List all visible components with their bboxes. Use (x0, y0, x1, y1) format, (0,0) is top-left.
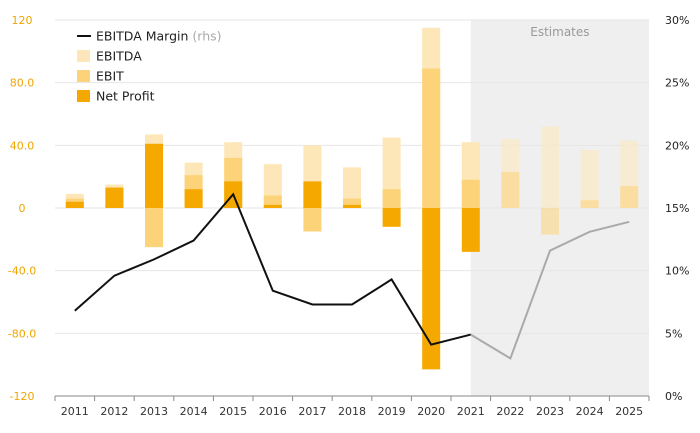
x-tick-label: 2023 (536, 405, 564, 418)
right-tick-label: 5% (665, 327, 682, 340)
legend-swatch-net-profit (77, 90, 90, 102)
ebitda-margin-line (74, 192, 630, 360)
ebitda-margin-estimate (470, 220, 630, 360)
left-tick-label: -80.0 (8, 327, 36, 340)
x-tick-label: 2012 (100, 405, 128, 418)
right-tick-label: 20% (665, 139, 689, 152)
bar-ebit (580, 200, 599, 208)
legend-label-ebitda: EBITDA (96, 49, 142, 64)
legend-swatch-ebit (77, 70, 90, 82)
legend-swatch-ebitda (77, 50, 90, 62)
left-tick-label: -120 (10, 390, 35, 403)
bar-ebit (422, 68, 441, 208)
bar-ebit (620, 186, 639, 208)
bar-ebit (461, 179, 480, 208)
bar-net-profit (105, 187, 124, 208)
right-tick-label: 15% (665, 202, 689, 215)
bars (65, 27, 639, 370)
legend-label-ebitda-margin: EBITDA Margin (rhs) (96, 29, 222, 44)
bar-net-profit (263, 204, 282, 208)
ebitda-margin-actual (74, 192, 472, 346)
x-tick-label: 2011 (61, 405, 89, 418)
bar-ebitda (541, 126, 559, 208)
bar-net-profit (422, 208, 441, 370)
bar-net-profit (382, 208, 401, 227)
right-tick-label: 0% (665, 390, 682, 403)
x-tick-label: 2021 (457, 405, 485, 418)
bar-net-profit (461, 208, 480, 252)
left-axis: 120 80.0 40.0 0 -40.0 -80.0 -120 (8, 14, 36, 403)
bar-net-profit (145, 143, 163, 208)
x-tick-label: 2022 (496, 405, 524, 418)
x-tick-label: 2013 (140, 405, 168, 418)
left-tick-label: -40.0 (8, 265, 36, 278)
bar-ebit (145, 208, 163, 248)
bar-ebit (303, 208, 322, 232)
legend-label-net-profit: Net Profit (96, 89, 155, 104)
x-tick-label: 2017 (298, 405, 326, 418)
right-tick-label: 30% (665, 14, 689, 27)
right-axis: 30% 25% 20% 15% 10% 5% 0% (665, 14, 689, 403)
left-tick-label: 40.0 (10, 139, 35, 152)
x-tick-label: 2018 (338, 405, 366, 418)
legend-label-ebit: EBIT (96, 69, 124, 84)
right-tick-label: 10% (665, 265, 689, 278)
x-tick-label: 2015 (219, 405, 247, 418)
bar-ebit (343, 198, 361, 208)
bar-ebit (382, 189, 401, 208)
left-tick-label: 0 (19, 202, 26, 215)
bar-net-profit (65, 201, 84, 208)
legend: EBITDA Margin (rhs) EBITDA EBIT Net Prof… (77, 29, 222, 104)
bar-ebit (541, 208, 559, 235)
x-tick-label: 2025 (615, 405, 643, 418)
x-tick-label: 2019 (378, 405, 406, 418)
x-tick-label: 2024 (576, 405, 604, 418)
x-tick-label: 2014 (180, 405, 208, 418)
bar-ebitda (343, 167, 361, 208)
x-tick-label: 2020 (417, 405, 445, 418)
estimates-label: Estimates (530, 25, 589, 39)
left-tick-label: 120 (12, 14, 33, 27)
right-tick-label: 25% (665, 77, 689, 90)
bar-ebitda (580, 150, 599, 208)
bar-net-profit (303, 181, 322, 208)
x-tick-label: 2016 (259, 405, 287, 418)
x-axis: 2011 2012 2013 2014 2015 2016 2017 2018 2019 2020… (54, 395, 650, 418)
left-tick-label: 80.0 (10, 77, 35, 90)
bar-ebit (501, 171, 520, 208)
bar-net-profit (343, 204, 361, 208)
bar-net-profit (184, 189, 203, 208)
